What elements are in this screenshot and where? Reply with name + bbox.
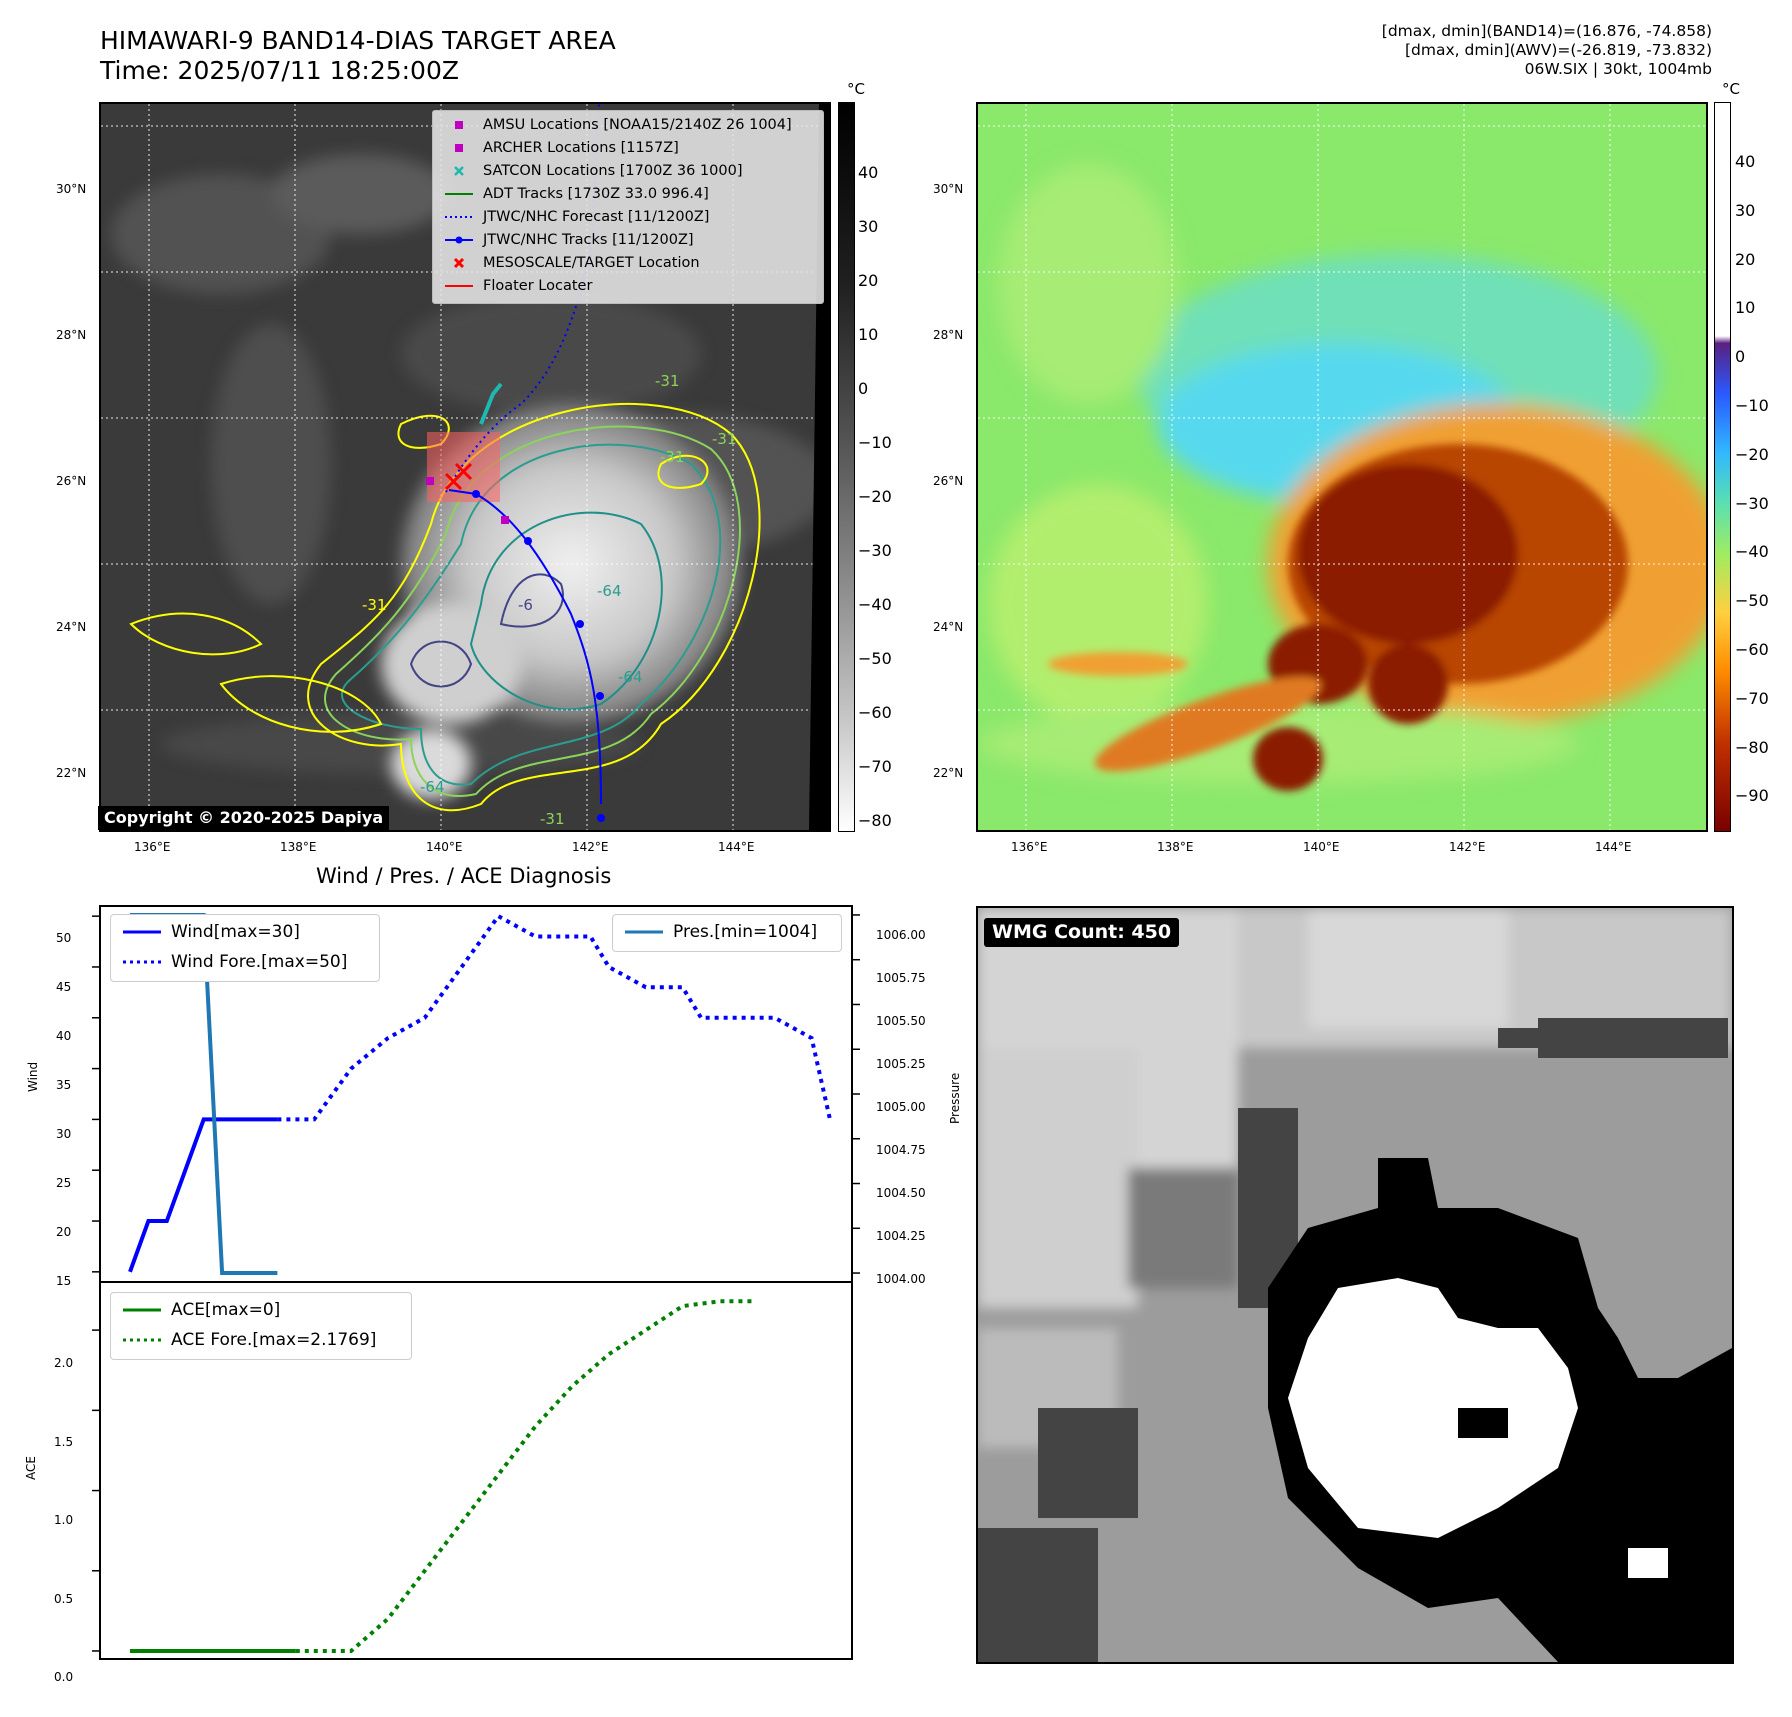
colorbar-unit: °C [847, 80, 865, 98]
wmg-grid-image [978, 908, 1732, 1662]
floater-box [427, 432, 500, 502]
wind-ylabel: Wind [26, 1061, 40, 1092]
ace-tick-labels: 2.0 1.5 1.0 0.5 0.0 [54, 1356, 74, 1684]
copyright-label: Copyright © 2020-2025 Dapiya [98, 806, 390, 830]
adt-track [479, 382, 503, 425]
ace-legend: ACE[max=0] ACE Fore.[max=2.1769] [110, 1292, 412, 1360]
contour-label: -64 [597, 582, 622, 600]
contour-label: -64 [420, 778, 445, 796]
wmg-panel [976, 906, 1734, 1664]
contour-label: -6 [518, 596, 533, 614]
lon-label: 144°E [1595, 840, 1632, 854]
contour-label: -31 [660, 448, 685, 466]
contour-label: -64 [618, 668, 643, 686]
pres-tick-labels: 1006.00 1005.75 1005.50 1005.25 1005.00 1004… [876, 928, 926, 1286]
figure-stats: [dmax, dmin](BAND14)=(16.876, -74.858) [… [1382, 22, 1712, 79]
contour-label: -31 [655, 372, 680, 390]
diagnosis-chart [92, 905, 860, 1660]
ace-ylabel: ACE [24, 1456, 38, 1480]
figure-title: HIMAWARI-9 BAND14-DIAS TARGET AREA Time:… [100, 26, 616, 86]
target-markers [444, 462, 473, 491]
map-gridlines [978, 104, 1706, 830]
lon-label: 144°E [718, 840, 755, 854]
lon-label: 140°E [426, 840, 463, 854]
lat-labels-map1: 30°N 28°N 26°N 24°N 22°N [56, 182, 87, 780]
stats-line-3: 06W.SIX | 30kt, 1004mb [1524, 60, 1712, 78]
title-line-2: Time: 2025/07/11 18:25:00Z [100, 56, 459, 85]
colorbar-awv [1714, 102, 1731, 832]
wind-series-line [128, 1117, 278, 1273]
contour-label: -31 [540, 810, 565, 828]
wind-legend: Wind[max=30] Wind Fore.[max=50] [110, 914, 380, 982]
wind-forecast-series-line [277, 913, 832, 1122]
ir-map-panel: AMSU Locations [NOAA15/2140Z 26 1004] AR… [99, 102, 831, 832]
stats-line-2: [dmax, dmin](AWV)=(-26.819, -73.832) [1405, 41, 1712, 59]
pres-ylabel: Pressure [948, 1072, 962, 1124]
best-track [448, 489, 602, 805]
stats-line-1: [dmax, dmin](BAND14)=(16.876, -74.858) [1381, 22, 1712, 40]
lat-labels-map2: 30°N 28°N 26°N 24°N 22°N [933, 182, 964, 780]
pres-legend: Pres.[min=1004] [612, 914, 842, 952]
contour-label: -31 [712, 430, 737, 448]
wind-tick-labels: 50 45 40 35 30 25 20 15 [56, 931, 72, 1288]
colorbar-ir [838, 102, 855, 832]
colorbar-ticks: 40 30 20 10 0 −10 −20 −30 −40 −50 −60 −70 −80 [858, 163, 892, 830]
colorbar-unit: °C [1722, 80, 1740, 98]
lon-label: 138°E [280, 840, 317, 854]
contour-label: -31 [362, 596, 387, 614]
title-line-1: HIMAWARI-9 BAND14-DIAS TARGET AREA [100, 26, 616, 55]
map-legend: AMSU Locations [NOAA15/2140Z 26 1004] AR… [432, 110, 824, 304]
awv-map-image [978, 104, 1706, 830]
colorbar-ticks: 40 30 20 10 0 −10 −20 −30 −40 −50 −60 −70 −80 −90 [1735, 152, 1769, 806]
lon-label: 138°E [1157, 840, 1194, 854]
lon-label: 142°E [572, 840, 609, 854]
lon-label: 142°E [1449, 840, 1486, 854]
wmg-count-badge: WMG Count: 450 [984, 918, 1180, 947]
diagnosis-title: Wind / Pres. / ACE Diagnosis [316, 864, 612, 888]
lon-label: 136°E [134, 840, 171, 854]
lon-label: 136°E [1011, 840, 1048, 854]
awv-map-panel [976, 102, 1708, 832]
lon-label: 140°E [1303, 840, 1340, 854]
